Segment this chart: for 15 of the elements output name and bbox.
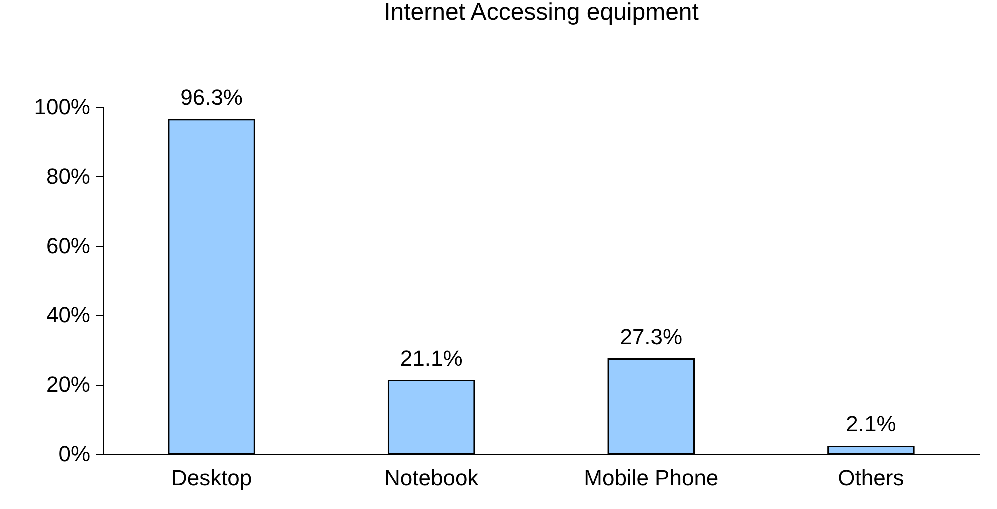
x-tick-label: Mobile Phone [584,466,719,490]
y-tick-label: 40% [46,302,90,328]
x-tick-label: Desktop [171,466,252,490]
y-tick-label: 80% [46,164,90,189]
y-tick-label: 0% [58,442,90,466]
chart-title: Internet Accessing equipment [384,0,700,26]
data-label: 2.1% [846,412,896,437]
x-tick-label: Notebook [384,466,480,490]
data-label: 27.3% [620,324,683,350]
x-tick-label: Others [838,466,904,490]
y-tick-label: 20% [46,372,90,398]
data-label: 96.3% [180,84,243,110]
y-tick-label: 60% [46,233,90,258]
data-label: 21.1% [400,346,463,371]
y-tick-label: 100% [34,94,90,120]
